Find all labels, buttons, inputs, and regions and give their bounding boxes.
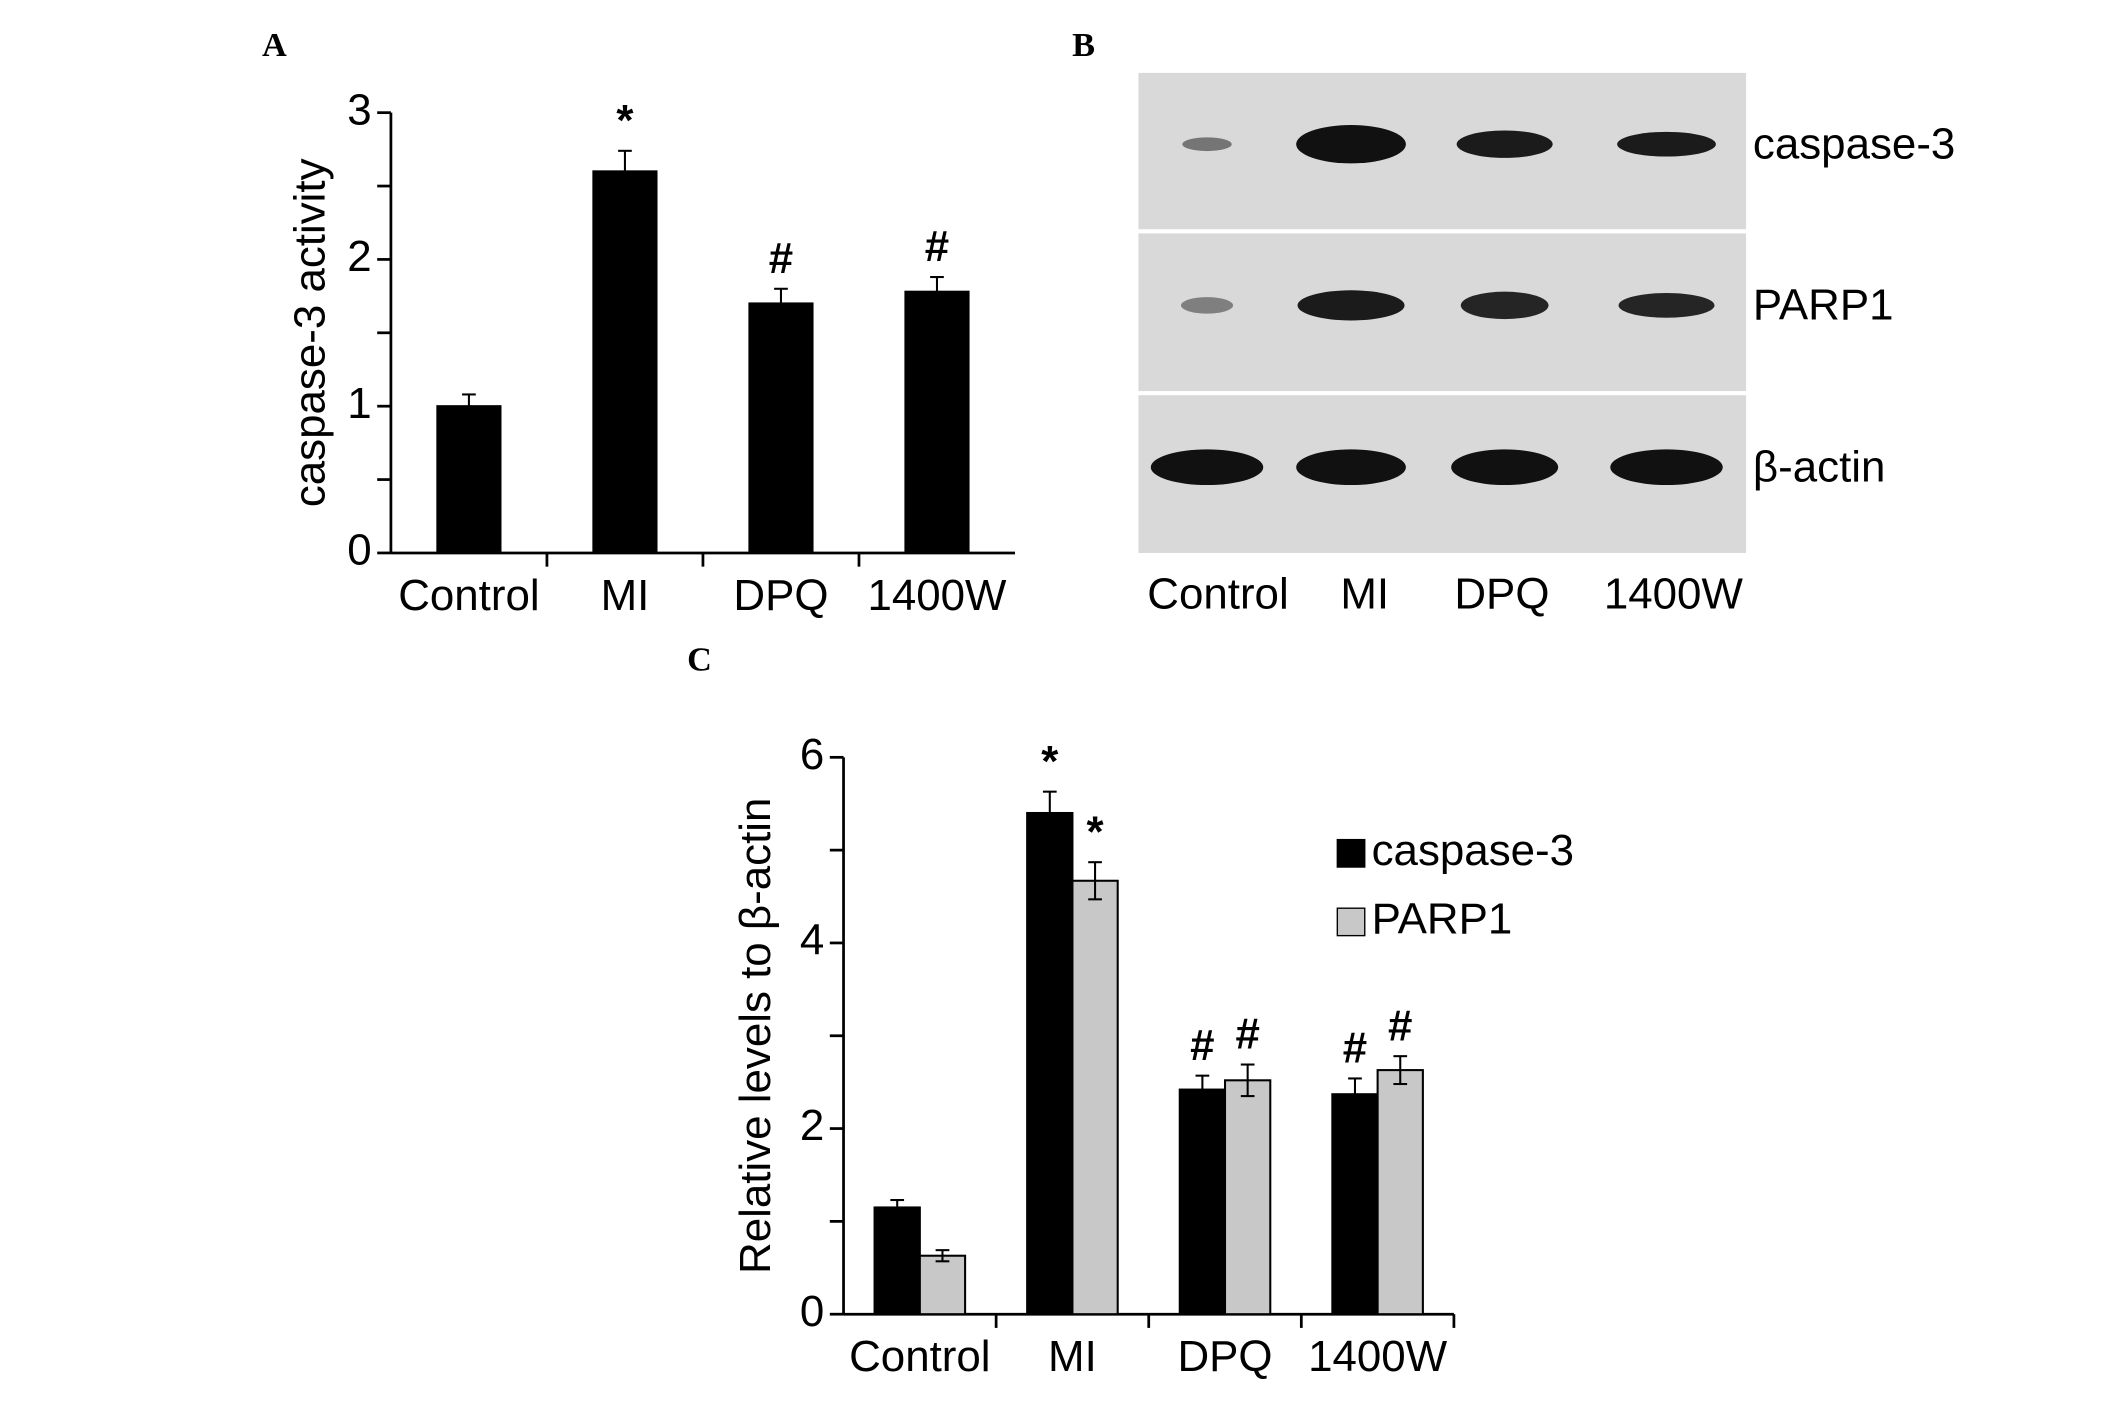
y-axis-title: Relative levels to β-actin	[731, 798, 780, 1274]
y-axis-title: caspase-3 activity	[285, 158, 334, 507]
y-tick-label: 0	[347, 526, 371, 575]
blot-band	[1182, 137, 1232, 152]
error-bar	[1042, 790, 1057, 836]
y-tick-label: 2	[800, 1101, 824, 1150]
y-tick-label: 2	[347, 232, 371, 281]
x-tick-label: DPQ	[1177, 1332, 1272, 1381]
lane-label: Control	[1147, 569, 1288, 618]
blot-band	[1180, 297, 1234, 314]
error-bar	[930, 276, 944, 308]
blot-band	[1460, 291, 1549, 320]
legend-label: PARP1	[1372, 895, 1513, 944]
blot-band	[1297, 290, 1405, 321]
y-tick-label: 1	[347, 379, 371, 428]
lane-label: DPQ	[1454, 569, 1549, 618]
significance-mark: *	[1041, 737, 1059, 786]
error-bar	[462, 393, 476, 419]
bar	[1071, 879, 1119, 1316]
error-bar	[1088, 861, 1102, 901]
panel-label: A	[262, 26, 287, 64]
significance-mark: #	[769, 234, 793, 283]
error-bar	[890, 1199, 905, 1216]
row-label: caspase-3	[1753, 120, 1955, 169]
lane-label: MI	[1340, 569, 1389, 618]
bar	[1331, 1093, 1379, 1316]
western-blot: caspase-3 PARP1 β-actin Control MI DPQ 1400W	[1138, 72, 1955, 618]
x-tick-label: MI	[601, 571, 650, 620]
x-tick-label: MI	[1048, 1332, 1097, 1381]
error-bar	[618, 149, 632, 193]
bar	[918, 1254, 967, 1316]
row-label: PARP1	[1753, 281, 1894, 330]
error-bar	[1348, 1077, 1362, 1112]
bar	[592, 170, 658, 554]
panel-label: C	[687, 641, 712, 679]
bar	[1223, 1079, 1272, 1316]
significance-mark: #	[1235, 1010, 1259, 1059]
y-tick-label: 0	[800, 1287, 824, 1336]
error-bar	[1240, 1063, 1255, 1098]
blot-band	[1618, 293, 1715, 318]
significance-mark: *	[616, 96, 634, 145]
significance-mark: #	[1343, 1024, 1367, 1073]
bar	[1376, 1069, 1424, 1316]
bar	[873, 1206, 921, 1316]
bar	[748, 302, 814, 554]
error-bar	[1393, 1055, 1408, 1086]
x-tick-label: 1400W	[1308, 1332, 1448, 1381]
significance-mark: #	[1190, 1021, 1214, 1070]
error-bar	[1195, 1074, 1210, 1105]
bar	[1178, 1088, 1227, 1316]
legend-swatch	[1336, 907, 1366, 937]
lane-label: 1400W	[1604, 569, 1744, 618]
error-bar	[774, 287, 788, 320]
blot-band	[1296, 125, 1406, 164]
x-tick-label: DPQ	[733, 571, 828, 620]
blot-band	[1150, 449, 1264, 486]
legend-swatch	[1336, 838, 1366, 868]
significance-mark: *	[1087, 807, 1105, 856]
bar	[904, 290, 970, 554]
bar	[436, 405, 502, 554]
y-tick-label: 3	[347, 85, 371, 134]
significance-mark: #	[1388, 1001, 1412, 1050]
blot-band	[1610, 449, 1723, 486]
x-tick-label: 1400W	[867, 571, 1007, 620]
x-tick-label: Control	[398, 571, 539, 620]
blot-band	[1456, 130, 1553, 158]
row-label: β-actin	[1753, 443, 1886, 492]
error-bar	[935, 1249, 950, 1263]
panel-label: B	[1072, 26, 1095, 64]
legend-label: caspase-3	[1372, 826, 1574, 875]
blot-band	[1617, 131, 1716, 157]
blot-band	[1451, 449, 1559, 486]
blot-band	[1296, 449, 1406, 486]
x-tick-label: Control	[849, 1332, 990, 1381]
significance-mark: #	[925, 222, 949, 271]
y-tick-label: 6	[800, 730, 824, 779]
bar	[1026, 811, 1074, 1316]
y-tick-label: 4	[800, 916, 824, 965]
